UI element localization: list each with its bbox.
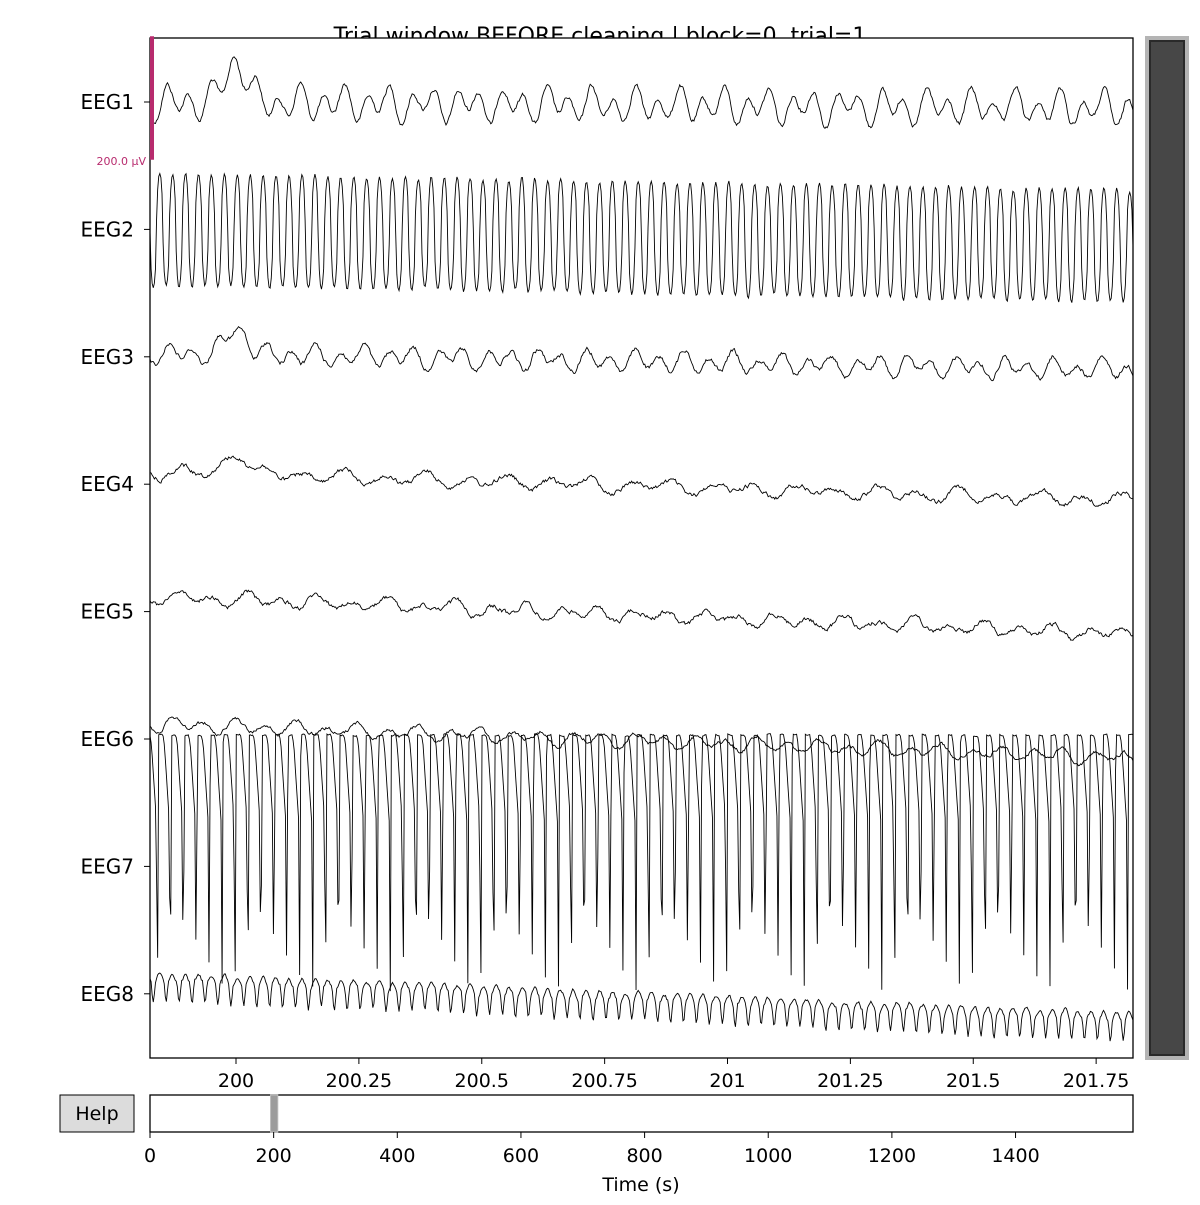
scale-bar-label: 200.0 µV: [96, 155, 146, 168]
overview-x-tick-label: 800: [626, 1145, 662, 1167]
x-tick-label: 201: [709, 1070, 745, 1092]
channel-label-eeg2[interactable]: EEG2: [81, 217, 135, 241]
x-tick-label: 200: [218, 1070, 254, 1092]
overview-x-axis-ticks: 0 200 400 600 800 1000 1200 1400: [144, 1132, 1040, 1167]
overview-x-tick-label: 200: [256, 1145, 292, 1167]
overview-timeline[interactable]: [150, 1095, 1133, 1132]
overview-x-tick-label: 1400: [991, 1145, 1039, 1167]
channel-label-eeg5[interactable]: EEG5: [81, 600, 135, 624]
overview-x-tick-label: 0: [144, 1145, 156, 1167]
x-tick-label: 200.75: [571, 1070, 637, 1092]
channel-label-eeg4[interactable]: EEG4: [81, 472, 135, 496]
overview-x-tick-label: 400: [379, 1145, 415, 1167]
x-axis-ticks: 200 200.25 200.5 200.75 201 201.25 201.5 201.75: [218, 1058, 1130, 1092]
channel-label-eeg7[interactable]: EEG7: [81, 854, 135, 878]
channel-label-eeg3[interactable]: EEG3: [81, 345, 135, 369]
x-axis-label: Time (s): [601, 1174, 679, 1196]
overview-window-indicator[interactable]: [271, 1095, 278, 1132]
overview-x-tick-label: 1200: [868, 1145, 916, 1167]
help-button-label: Help: [75, 1103, 118, 1125]
channel-label-eeg6[interactable]: EEG6: [81, 727, 135, 751]
vertical-scrollbar-thumb[interactable]: [1150, 41, 1184, 1055]
x-tick-label: 201.75: [1063, 1070, 1129, 1092]
x-tick-label: 200.5: [455, 1070, 509, 1092]
channel-label-eeg8[interactable]: EEG8: [81, 982, 135, 1006]
x-tick-label: 201.25: [817, 1070, 883, 1092]
overview-x-tick-label: 1000: [744, 1145, 792, 1167]
channel-label-eeg1[interactable]: EEG1: [81, 90, 135, 114]
x-tick-label: 201.5: [946, 1070, 1000, 1092]
channel-label-group: EEG1 EEG2 EEG3 EEG4 EEG5 EEG6 EEG7 EEG8: [81, 90, 151, 1006]
overview-x-tick-label: 600: [503, 1145, 539, 1167]
x-tick-label: 200.25: [326, 1070, 392, 1092]
